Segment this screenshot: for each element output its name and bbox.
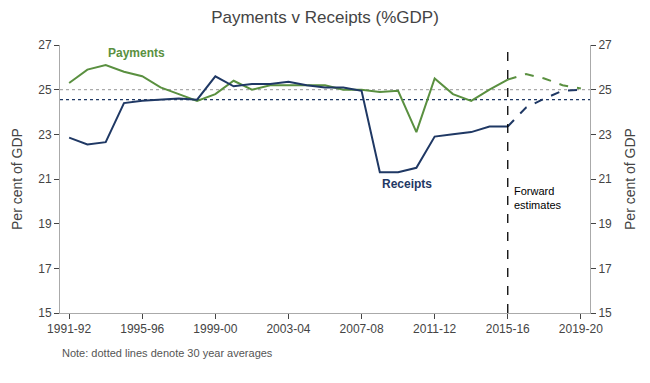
svg-text:Receipts: Receipts: [382, 177, 432, 191]
svg-text:Per cent of GDP: Per cent of GDP: [9, 128, 25, 230]
svg-text:25: 25: [38, 83, 52, 97]
svg-text:27: 27: [38, 38, 52, 52]
svg-text:2003-04: 2003-04: [266, 322, 310, 336]
svg-text:23: 23: [598, 128, 612, 142]
svg-text:15: 15: [38, 306, 52, 320]
svg-text:21: 21: [598, 172, 612, 186]
svg-text:27: 27: [598, 38, 612, 52]
svg-text:1995-96: 1995-96: [120, 322, 164, 336]
svg-text:2007-08: 2007-08: [340, 322, 384, 336]
svg-text:1999-00: 1999-00: [193, 322, 237, 336]
svg-text:21: 21: [38, 172, 52, 186]
svg-text:Per cent of GDP: Per cent of GDP: [622, 128, 638, 230]
svg-text:15: 15: [598, 306, 612, 320]
svg-text:1991-92: 1991-92: [47, 322, 91, 336]
svg-text:17: 17: [38, 262, 52, 276]
svg-text:2015-16: 2015-16: [486, 322, 530, 336]
svg-text:2019-20: 2019-20: [559, 322, 603, 336]
svg-text:Note: dotted lines denote 30 y: Note: dotted lines denote 30 year averag…: [62, 347, 273, 359]
svg-text:25: 25: [598, 83, 612, 97]
svg-text:Forwardestimates: Forwardestimates: [514, 185, 562, 211]
svg-text:17: 17: [598, 262, 612, 276]
svg-text:2011-12: 2011-12: [413, 322, 456, 336]
svg-text:23: 23: [38, 128, 52, 142]
svg-text:19: 19: [38, 217, 52, 231]
svg-text:19: 19: [598, 217, 612, 231]
svg-text:Payments v Receipts (%GDP): Payments v Receipts (%GDP): [211, 8, 439, 27]
svg-text:Payments: Payments: [108, 46, 165, 60]
